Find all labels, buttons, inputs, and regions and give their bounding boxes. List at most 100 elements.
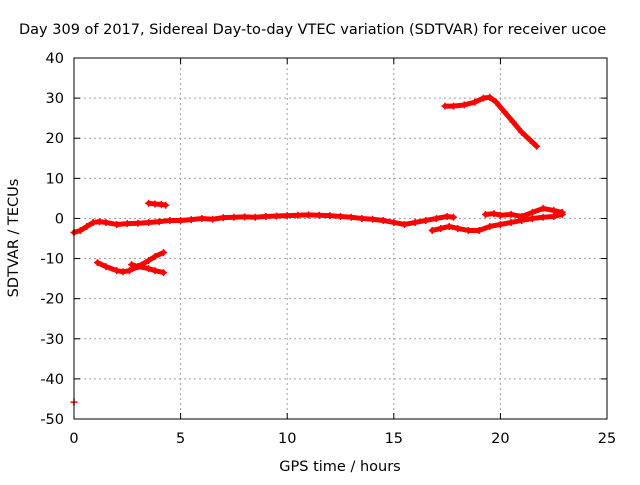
axes: 0 5 10 15 20 25 -50 -40 -30 -20 -10 0 10 20 30 40 bbox=[40, 51, 616, 447]
data-point bbox=[443, 212, 451, 220]
data-point bbox=[89, 218, 97, 226]
data-point bbox=[481, 210, 489, 218]
data-point bbox=[347, 213, 355, 221]
data-point bbox=[526, 136, 534, 144]
data-point bbox=[509, 118, 517, 126]
data-point bbox=[177, 216, 185, 224]
data-point bbox=[411, 218, 419, 226]
data-point bbox=[507, 218, 515, 226]
data-point bbox=[486, 222, 494, 230]
y-tick-label: -20 bbox=[40, 292, 64, 308]
data-point bbox=[251, 213, 259, 221]
data-point bbox=[486, 93, 494, 101]
data-point bbox=[230, 213, 238, 221]
data-point bbox=[358, 214, 366, 222]
x-tick-label: 0 bbox=[69, 431, 78, 447]
data-point bbox=[528, 208, 536, 216]
data-point bbox=[145, 257, 153, 265]
data-point bbox=[539, 204, 547, 212]
y-tick-label: 10 bbox=[46, 171, 64, 187]
data-point bbox=[151, 200, 159, 208]
data-point bbox=[428, 226, 436, 234]
data-point bbox=[113, 220, 121, 228]
data-point bbox=[368, 215, 376, 223]
data-point bbox=[496, 220, 504, 228]
x-tick-label: 5 bbox=[176, 431, 185, 447]
data-point bbox=[93, 259, 101, 267]
data-point bbox=[337, 212, 344, 220]
data-point bbox=[479, 94, 487, 102]
data-point bbox=[262, 212, 270, 220]
data-point bbox=[113, 267, 121, 275]
data-point bbox=[496, 211, 504, 219]
series-line-high-segment bbox=[442, 94, 540, 149]
data-point bbox=[464, 226, 472, 234]
y-tick-label: -40 bbox=[40, 372, 64, 388]
y-tick-label: 30 bbox=[46, 91, 64, 107]
data-point bbox=[128, 261, 136, 269]
data-point bbox=[501, 108, 509, 116]
data-point bbox=[422, 216, 430, 224]
data-point bbox=[145, 265, 153, 273]
chart-title: Day 309 of 2017, Sidereal Day-to-day VTE… bbox=[19, 22, 606, 38]
y-tick-label: -10 bbox=[40, 252, 64, 268]
data-point bbox=[151, 253, 159, 261]
data-point bbox=[449, 213, 457, 221]
data-point bbox=[273, 212, 281, 220]
data-point bbox=[160, 249, 168, 257]
data-point bbox=[151, 267, 159, 275]
plot-frame bbox=[73, 57, 608, 420]
data-point bbox=[326, 212, 334, 220]
x-tick-label: 10 bbox=[278, 431, 296, 447]
data-point bbox=[209, 215, 217, 223]
data-point bbox=[528, 214, 536, 222]
data-point bbox=[432, 214, 440, 222]
y-tick-label: -50 bbox=[40, 412, 64, 428]
data-point bbox=[125, 267, 133, 275]
data-point bbox=[550, 212, 558, 220]
data-point bbox=[539, 213, 547, 221]
data-point bbox=[558, 208, 566, 216]
data-point bbox=[437, 224, 445, 232]
data-point bbox=[294, 211, 302, 219]
data-point bbox=[445, 222, 453, 230]
data-point bbox=[134, 219, 142, 227]
y-tick-label: 20 bbox=[46, 131, 64, 147]
data-point bbox=[76, 226, 84, 234]
data-point bbox=[518, 212, 526, 220]
data-point bbox=[198, 214, 206, 222]
data-point bbox=[157, 200, 165, 208]
data-point bbox=[162, 201, 170, 209]
data-point bbox=[96, 218, 104, 226]
data-point bbox=[123, 220, 131, 228]
data-point bbox=[533, 142, 541, 150]
data-point bbox=[155, 218, 163, 226]
data-point bbox=[305, 211, 313, 219]
data-point bbox=[160, 269, 168, 277]
data-point bbox=[449, 102, 457, 110]
data-point bbox=[145, 199, 153, 207]
data-point bbox=[492, 98, 500, 106]
data-point bbox=[315, 211, 323, 219]
data-point bbox=[441, 102, 449, 110]
data-point bbox=[145, 218, 153, 226]
y-tick-label: -30 bbox=[40, 332, 64, 348]
data-point bbox=[550, 206, 558, 214]
data-point bbox=[390, 218, 398, 226]
data-point bbox=[400, 220, 408, 228]
data-point bbox=[454, 224, 462, 232]
data-point bbox=[241, 213, 249, 221]
series-line-main-band bbox=[71, 212, 456, 235]
y-tick-label: 0 bbox=[55, 211, 64, 227]
data-point bbox=[166, 216, 174, 224]
data-point bbox=[471, 98, 479, 106]
x-tick-label: 20 bbox=[491, 431, 509, 447]
data-point bbox=[379, 216, 387, 224]
data-point bbox=[283, 212, 291, 220]
data-point bbox=[518, 128, 526, 136]
x-tick-label: 15 bbox=[385, 431, 403, 447]
data-point bbox=[119, 268, 127, 276]
grid bbox=[74, 58, 607, 419]
